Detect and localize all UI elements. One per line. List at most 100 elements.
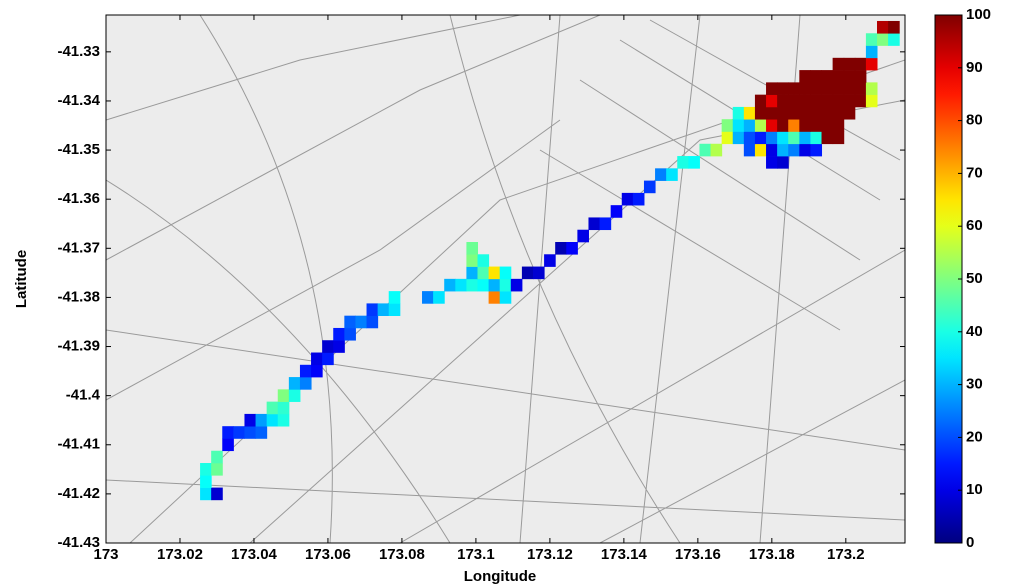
heatmap-cell xyxy=(810,119,823,132)
heatmap-cell xyxy=(777,131,789,145)
heatmap-cell xyxy=(488,266,501,280)
heatmap-cell xyxy=(233,426,245,439)
heatmap-cell xyxy=(810,143,823,157)
heatmap-cell xyxy=(843,82,856,95)
heatmap-cell xyxy=(743,131,756,145)
heatmap-cell xyxy=(854,57,867,71)
heatmap-cell xyxy=(366,315,379,329)
heatmap-cell xyxy=(865,82,878,95)
y-tick-label: -41.41 xyxy=(57,436,100,453)
colorbar-tick-label: 50 xyxy=(966,270,983,287)
heatmap-cell xyxy=(810,131,823,145)
heatmap-cell xyxy=(632,192,645,206)
heatmap-cell xyxy=(477,278,490,292)
plot-frame xyxy=(105,14,906,544)
heatmap-cell xyxy=(532,266,545,280)
heatmap-cell xyxy=(366,303,379,316)
heatmap-cell xyxy=(854,82,867,95)
heatmap-cell xyxy=(854,70,867,83)
colorbar-tick-label: 80 xyxy=(966,112,983,129)
heatmap-cell xyxy=(810,82,823,95)
heatmap-cell xyxy=(799,94,811,108)
colorbar-tick-label: 40 xyxy=(966,323,983,340)
colorbar xyxy=(934,14,963,544)
heatmap-cell xyxy=(754,143,767,157)
heatmap-cell xyxy=(788,131,800,145)
colorbar-tick-label: 20 xyxy=(966,428,983,445)
x-tick-label: 173.02 xyxy=(157,546,203,563)
heatmap-cell xyxy=(255,426,268,439)
heatmap-cell xyxy=(388,303,401,316)
heatmap-cell xyxy=(488,291,501,304)
heatmap-cell xyxy=(821,94,834,108)
heatmap-cell xyxy=(766,143,778,157)
y-tick-label: -41.35 xyxy=(57,141,100,158)
heatmap-cell xyxy=(865,94,878,108)
heatmap-cell xyxy=(777,82,789,95)
x-tick-label: 173.06 xyxy=(305,546,351,563)
x-tick-label: 173 xyxy=(93,546,118,563)
heatmap-cell xyxy=(322,340,334,353)
y-axis-label: Latitude xyxy=(13,250,30,308)
heatmap-cell xyxy=(466,266,479,280)
heatmap-cell xyxy=(699,143,712,157)
y-tick-label: -41.39 xyxy=(57,338,100,355)
heatmap-cell xyxy=(322,352,334,366)
heatmap-cell xyxy=(888,33,900,46)
heatmap-cell xyxy=(777,156,789,169)
x-tick-label: 173.08 xyxy=(379,546,425,563)
heatmap-cell xyxy=(766,82,778,95)
heatmap-cell xyxy=(832,131,845,145)
heatmap-cell xyxy=(666,168,678,181)
heatmap-cell xyxy=(344,327,356,341)
heatmap-cell xyxy=(754,94,767,108)
heatmap-cell xyxy=(344,315,356,329)
heatmap-cell xyxy=(788,143,800,157)
heatmap-cell xyxy=(311,352,323,366)
heatmap-cell xyxy=(821,119,834,132)
heatmap-cell xyxy=(455,278,467,292)
heatmap-cell xyxy=(821,131,834,145)
heatmap-cell xyxy=(810,94,823,108)
heatmap-cell xyxy=(777,106,789,120)
heatmap-cell xyxy=(588,217,601,231)
colorbar-tick-label: 90 xyxy=(966,59,983,76)
y-tick-label: -41.43 xyxy=(57,534,100,551)
heatmap-cell xyxy=(799,119,811,132)
heatmap-cell xyxy=(743,106,756,120)
heatmap-cell xyxy=(877,20,889,34)
heatmap-cell xyxy=(688,156,700,169)
heatmap-cell xyxy=(566,242,578,255)
heatmap-cell xyxy=(277,389,290,402)
heatmap-cell xyxy=(200,475,212,488)
heatmap-cell xyxy=(266,401,279,415)
heatmap-cell xyxy=(311,364,323,378)
heatmap-cell xyxy=(422,291,434,304)
heatmap-cell xyxy=(788,119,800,132)
y-tick-label: -41.4 xyxy=(66,387,101,404)
heatmap-cell xyxy=(865,57,878,71)
heatmap-cell xyxy=(255,413,268,427)
colorbar-tick-label: 0 xyxy=(966,534,974,551)
heatmap-cell xyxy=(643,180,656,194)
heatmap-cell xyxy=(244,426,257,439)
heatmap-cell xyxy=(610,205,623,218)
heatmap-cell xyxy=(766,94,778,108)
heatmap-cell xyxy=(766,119,778,132)
heatmap-cell xyxy=(200,463,212,476)
x-tick-label: 173.16 xyxy=(675,546,721,563)
heatmap-cell xyxy=(888,20,900,34)
heatmap-cell xyxy=(510,278,523,292)
heatmap-cell xyxy=(488,278,501,292)
heatmap-cell xyxy=(843,70,856,83)
heatmap-cell xyxy=(577,229,589,243)
heatmap-cell xyxy=(377,303,390,316)
x-tick-label: 173.1 xyxy=(457,546,495,563)
heatmap-cell xyxy=(799,82,811,95)
heatmap-cell xyxy=(288,377,301,390)
heatmap-cell xyxy=(754,106,767,120)
heatmap-cell xyxy=(677,156,689,169)
heatmap-cell xyxy=(277,413,290,427)
heatmap-cell xyxy=(777,143,789,157)
